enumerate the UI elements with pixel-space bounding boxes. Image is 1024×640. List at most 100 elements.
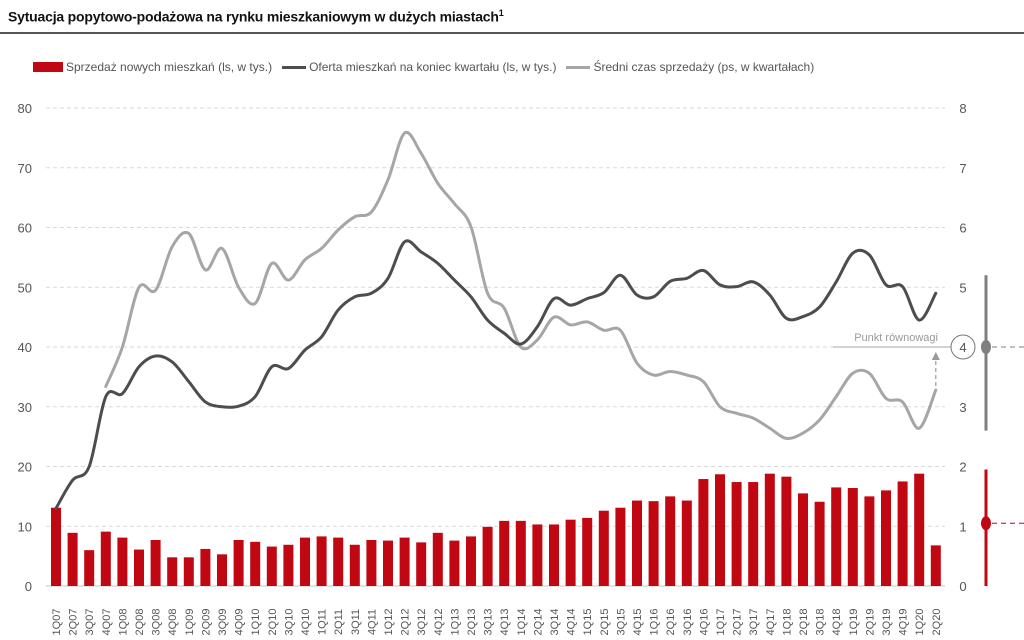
bar-1Q17 [715,474,725,586]
x-tick-label: 3Q14 [549,609,561,636]
x-tick-label: 2Q09 [200,609,212,636]
equilibrium-label: Punkt równowagi [854,332,938,344]
equilibrium-circle [950,334,976,360]
bar-3Q12 [416,542,427,586]
x-tick-label: 3Q13 [483,609,495,636]
bar-1Q08 [117,537,128,586]
bar-4Q17 [764,473,775,586]
x-tick-label: 1Q17 [715,609,727,636]
bar-1Q09 [183,557,194,586]
bar-2Q20 [930,545,941,586]
bar-1Q11 [316,536,327,586]
bar-2Q07 [67,532,78,586]
x-tick-label: 1Q20 [914,609,926,636]
bar-2Q13 [466,536,476,586]
y-right-tick-label: 7 [959,161,966,176]
legend-label: Oferta mieszkań na koniec kwartału (ls, … [309,60,557,74]
legend-item-offer: Oferta mieszkań na koniec kwartału (ls, … [282,60,556,74]
bar-1Q16 [648,501,659,586]
x-tick-label: 3Q17 [748,609,760,636]
legend-swatch-bar [33,62,63,72]
bar-2Q08 [134,549,144,586]
sales-range-marker [981,516,991,531]
bar-4Q07 [100,531,111,586]
x-tick-label: 3Q12 [416,609,428,636]
y-right-tick-label: 2 [959,460,966,475]
x-tick-label: 4Q18 [831,609,843,636]
x-tick-label: 2Q13 [466,609,478,636]
x-tick-label: 2Q15 [599,609,611,636]
x-tick-label: 1Q13 [449,609,461,636]
legend-label: Sprzedaż nowych mieszkań (ls, w tys.) [66,60,273,74]
legend-label: Średni czas sprzedaży (ps, w kwartałach) [593,60,815,74]
bar-1Q12 [383,540,393,586]
x-tick-label: 3Q09 [217,609,229,636]
x-tick-label: 2Q11 [333,609,345,635]
bar-3Q08 [150,539,161,586]
y-right-tick-label: 1 [959,519,966,534]
x-tick-label: 2Q07 [68,609,80,636]
bar-1Q20 [914,473,925,586]
time-range-marker [981,340,991,354]
bar-1Q19 [847,488,858,586]
title-divider [0,32,1024,34]
bar-1Q15 [582,517,593,586]
x-tick-label: 4Q10 [300,609,312,636]
x-tick-label: 3Q19 [881,609,893,636]
y-left-tick-label: 50 [18,280,32,295]
y-left-tick-label: 0 [25,579,32,594]
x-tick-label: 4Q08 [167,609,179,636]
x-tick-label: 4Q15 [632,609,644,636]
x-tick-label: 2Q08 [134,609,146,636]
bar-4Q16 [698,479,709,586]
x-tick-label: 1Q09 [184,609,196,636]
x-tick-label: 4Q17 [765,609,777,636]
bar-1Q13 [449,540,460,586]
bar-1Q07 [51,507,61,586]
legend-swatch-line [566,65,591,69]
x-tick-label: 4Q16 [698,609,710,636]
y-right-tick-label: 6 [959,221,966,236]
bar-4Q10 [300,537,310,586]
y-right-tick-label-equilibrium: 4 [959,340,966,355]
x-tick-label: 1Q08 [117,609,129,636]
y-right-tick-label: 3 [959,400,966,415]
legend-item-sales: Sprzedaż nowych mieszkań (ls, w tys.) [33,60,272,74]
bar-3Q16 [681,500,692,586]
y-right-tick-label: 8 [959,101,966,116]
bar-2Q17 [731,482,742,586]
title-footnote-marker: 1 [498,8,504,18]
bar-3Q17 [748,482,759,586]
x-tick-label: 1Q18 [781,609,793,636]
x-tick-label: 3Q07 [84,609,96,636]
bar-4Q09 [233,539,244,586]
bar-1Q18 [781,476,792,586]
bar-3Q15 [615,507,626,586]
bar-4Q08 [167,557,178,586]
bar-3Q18 [814,501,825,586]
x-tick-label: 3Q11 [350,609,362,635]
x-tick-label: 4Q13 [499,609,511,636]
legend-item-time: Średni czas sprzedaży (ps, w kwartałach) [566,60,814,74]
line-average-sale-time [104,130,938,441]
bar-4Q14 [565,519,576,586]
y-left-tick-label: 30 [18,400,32,415]
x-tick-label: 1Q19 [848,609,860,636]
y-right-tick-label: 5 [959,280,966,295]
x-tick-label: 3Q16 [682,609,694,636]
bar-3Q13 [482,526,493,586]
bar-2Q18 [798,493,808,586]
bar-4Q19 [897,481,908,586]
legend: Sprzedaż nowych mieszkań (ls, w tys.) Of… [33,60,824,74]
bar-2Q19 [864,496,875,586]
arrow-up-icon [931,352,940,360]
x-tick-label: 1Q12 [383,609,395,636]
y-left-tick-label: 60 [18,221,32,236]
x-tick-label: 1Q11 [317,609,329,635]
bar-1Q10 [250,541,261,586]
x-tick-label: 4Q11 [366,609,378,635]
bar-4Q15 [632,500,642,586]
x-tick-label: 3Q10 [283,609,295,636]
x-tick-label: 1Q07 [51,609,63,636]
